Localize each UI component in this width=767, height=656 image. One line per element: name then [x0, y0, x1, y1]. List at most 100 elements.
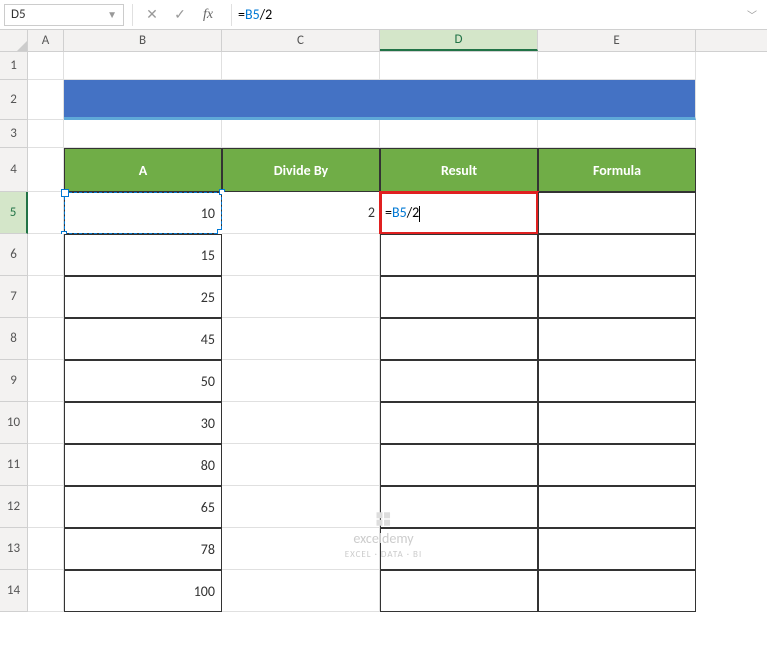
cell-e7[interactable] — [538, 276, 696, 318]
cell-b5[interactable]: 10 — [64, 192, 222, 234]
row-header-13[interactable]: 13 — [0, 528, 28, 570]
cell-a5[interactable] — [28, 192, 64, 234]
cell-d14[interactable] — [380, 570, 538, 612]
cell-c11[interactable] — [222, 444, 380, 486]
cell-e10[interactable] — [538, 402, 696, 444]
cell-b4[interactable]: A — [64, 148, 222, 192]
cell-a14[interactable] — [28, 570, 64, 612]
cell-d11[interactable] — [380, 444, 538, 486]
row-header-9[interactable]: 9 — [0, 360, 28, 402]
cell-e13[interactable] — [538, 528, 696, 570]
cell-a10[interactable] — [28, 402, 64, 444]
cell-b7[interactable]: 25 — [64, 276, 222, 318]
formula-bar: D5 ▼ ✕ ✓ fx =B5/2 ﹀ — [0, 0, 767, 30]
row-header-5[interactable]: 5 — [0, 192, 28, 234]
cell-e2[interactable] — [538, 80, 696, 120]
cell-d10[interactable] — [380, 402, 538, 444]
cell-b13[interactable]: 78 — [64, 528, 222, 570]
fx-icon[interactable]: fx — [197, 4, 219, 26]
cell-d4[interactable]: Result — [380, 148, 538, 192]
cell-a8[interactable] — [28, 318, 64, 360]
cell-c9[interactable] — [222, 360, 380, 402]
cell-e12[interactable] — [538, 486, 696, 528]
cell-b14[interactable]: 100 — [64, 570, 222, 612]
cell-b9[interactable]: 50 — [64, 360, 222, 402]
cell-c6[interactable] — [222, 234, 380, 276]
cell-d8[interactable] — [380, 318, 538, 360]
cell-e1[interactable] — [538, 52, 696, 80]
cell-c1[interactable] — [222, 52, 380, 80]
cell-c10[interactable] — [222, 402, 380, 444]
cell-b10[interactable]: 30 — [64, 402, 222, 444]
cell-e3[interactable] — [538, 120, 696, 148]
row-header-1[interactable]: 1 — [0, 52, 28, 80]
cell-c5[interactable]: 2 — [222, 192, 380, 234]
cell-a1[interactable] — [28, 52, 64, 80]
cell-a7[interactable] — [28, 276, 64, 318]
cell-a13[interactable] — [28, 528, 64, 570]
cell-c13[interactable] — [222, 528, 380, 570]
expand-formula-bar-icon[interactable]: ﹀ — [741, 7, 763, 22]
cancel-icon[interactable]: ✕ — [141, 4, 163, 26]
row-header-7[interactable]: 7 — [0, 276, 28, 318]
cell-a2[interactable] — [28, 80, 64, 120]
row-header-10[interactable]: 10 — [0, 402, 28, 444]
name-box-dropdown-icon[interactable]: ▼ — [107, 8, 117, 21]
cell-d5[interactable]: =B5/2 — [380, 192, 538, 234]
cell-e5[interactable] — [538, 192, 696, 234]
cell-e4[interactable]: Formula — [538, 148, 696, 192]
row-header-6[interactable]: 6 — [0, 234, 28, 276]
column-header-d[interactable]: D — [380, 30, 538, 51]
cell-d13[interactable] — [380, 528, 538, 570]
row-header-2[interactable]: 2 — [0, 80, 28, 120]
cell-b1[interactable] — [64, 52, 222, 80]
cell-b12[interactable]: 65 — [64, 486, 222, 528]
cell-b11[interactable]: 80 — [64, 444, 222, 486]
cell-b2[interactable]: Divide in Excel for Entire Column — [64, 80, 222, 120]
row-header-14[interactable]: 14 — [0, 570, 28, 612]
cell-a4[interactable] — [28, 148, 64, 192]
row-header-8[interactable]: 8 — [0, 318, 28, 360]
cell-c7[interactable] — [222, 276, 380, 318]
cell-c4[interactable]: Divide By — [222, 148, 380, 192]
cell-e8[interactable] — [538, 318, 696, 360]
row-header-12[interactable]: 12 — [0, 486, 28, 528]
cell-d1[interactable] — [380, 52, 538, 80]
column-header-a[interactable]: A — [28, 30, 64, 51]
row-header-11[interactable]: 11 — [0, 444, 28, 486]
cell-c8[interactable] — [222, 318, 380, 360]
cell-e6[interactable] — [538, 234, 696, 276]
cell-a6[interactable] — [28, 234, 64, 276]
cell-a12[interactable] — [28, 486, 64, 528]
cell-d12[interactable] — [380, 486, 538, 528]
cell-d2[interactable] — [380, 80, 538, 120]
row-header-3[interactable]: 3 — [0, 120, 28, 148]
cell-a11[interactable] — [28, 444, 64, 486]
row-3: 3 — [0, 120, 767, 148]
cell-a3[interactable] — [28, 120, 64, 148]
cell-d3[interactable] — [380, 120, 538, 148]
enter-icon[interactable]: ✓ — [169, 4, 191, 26]
cell-c2[interactable] — [222, 80, 380, 120]
cell-d9[interactable] — [380, 360, 538, 402]
cell-c3[interactable] — [222, 120, 380, 148]
cell-e14[interactable] — [538, 570, 696, 612]
cell-d6[interactable] — [380, 234, 538, 276]
formula-input[interactable]: =B5/2 — [231, 4, 741, 26]
row-header-4[interactable]: 4 — [0, 148, 28, 192]
cell-b8[interactable]: 45 — [64, 318, 222, 360]
cell-d7[interactable] — [380, 276, 538, 318]
column-header-c[interactable]: C — [222, 30, 380, 51]
cell-c14[interactable] — [222, 570, 380, 612]
cell-b6[interactable]: 15 — [64, 234, 222, 276]
cell-a9[interactable] — [28, 360, 64, 402]
name-box[interactable]: D5 ▼ — [4, 4, 124, 26]
cell-b3[interactable] — [64, 120, 222, 148]
column-header-b[interactable]: B — [64, 30, 222, 51]
column-header-e[interactable]: E — [538, 30, 696, 51]
select-all-corner[interactable] — [0, 30, 28, 52]
row-11: 11 80 — [0, 444, 767, 486]
cell-e11[interactable] — [538, 444, 696, 486]
cell-e9[interactable] — [538, 360, 696, 402]
cell-c12[interactable] — [222, 486, 380, 528]
